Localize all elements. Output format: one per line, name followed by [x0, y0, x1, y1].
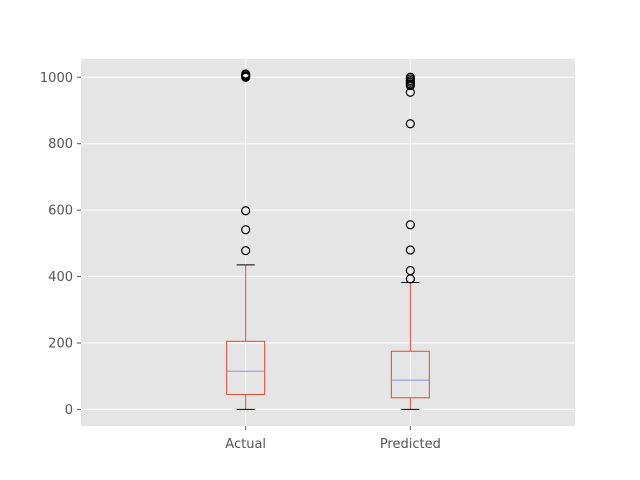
y-tick-label: 200 — [48, 336, 73, 351]
x-axis: Actual Predicted — [225, 426, 441, 452]
outlier-point — [405, 220, 415, 230]
outlier-point — [241, 225, 251, 235]
outlier-point — [405, 245, 415, 255]
outlier-point — [241, 246, 251, 256]
outlier-point — [405, 119, 415, 129]
plot-area — [81, 59, 575, 426]
iqr-box — [226, 340, 266, 395]
y-axis: 0 200 400 600 800 1000 — [40, 71, 81, 418]
y-tick-label: 1000 — [40, 71, 73, 86]
y-tick-label: 800 — [48, 137, 73, 152]
x-tick-label: Actual — [225, 437, 266, 452]
y-tick-label: 600 — [48, 204, 73, 219]
box-plots — [226, 69, 430, 410]
box-predicted — [390, 72, 430, 410]
y-tick-label: 0 — [65, 403, 73, 418]
y-tick-label: 400 — [48, 270, 73, 285]
outlier-point — [405, 265, 415, 276]
outlier-point — [405, 72, 415, 82]
iqr-box — [390, 350, 430, 399]
x-tick-label: Predicted — [380, 437, 441, 452]
outlier-point — [241, 206, 251, 216]
outlier-point — [241, 69, 251, 79]
box-actual — [226, 69, 266, 410]
grid — [81, 59, 575, 426]
